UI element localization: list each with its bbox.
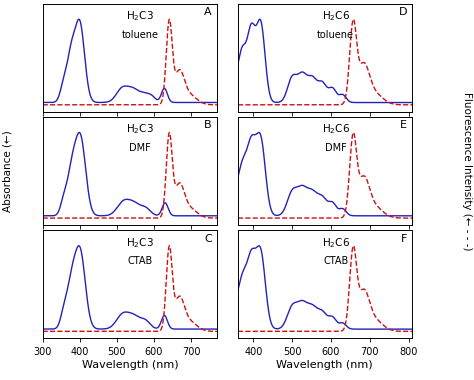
Text: Fluorescence Intensity (← - - -): Fluorescence Intensity (← - - -): [462, 92, 472, 250]
Text: D: D: [399, 7, 407, 17]
Text: DMF: DMF: [325, 143, 346, 153]
Text: Wavelength (nm): Wavelength (nm): [276, 361, 373, 370]
Text: H$_2$C3: H$_2$C3: [127, 236, 154, 250]
Text: H$_2$C6: H$_2$C6: [322, 9, 350, 23]
Text: DMF: DMF: [129, 143, 151, 153]
Text: CTAB: CTAB: [128, 256, 153, 266]
Text: E: E: [400, 120, 407, 130]
Text: H$_2$C6: H$_2$C6: [322, 122, 350, 136]
Text: H$_2$C6: H$_2$C6: [322, 236, 350, 250]
Text: C: C: [204, 234, 212, 244]
Text: A: A: [204, 7, 212, 17]
Text: CTAB: CTAB: [323, 256, 348, 266]
Text: F: F: [401, 234, 407, 244]
Text: Absorbance (←): Absorbance (←): [2, 130, 12, 212]
Text: toluene: toluene: [317, 30, 354, 40]
Text: H$_2$C3: H$_2$C3: [127, 122, 154, 136]
Text: B: B: [204, 120, 212, 130]
Text: toluene: toluene: [122, 30, 159, 40]
Text: Wavelength (nm): Wavelength (nm): [82, 361, 179, 370]
Text: H$_2$C3: H$_2$C3: [127, 9, 154, 23]
